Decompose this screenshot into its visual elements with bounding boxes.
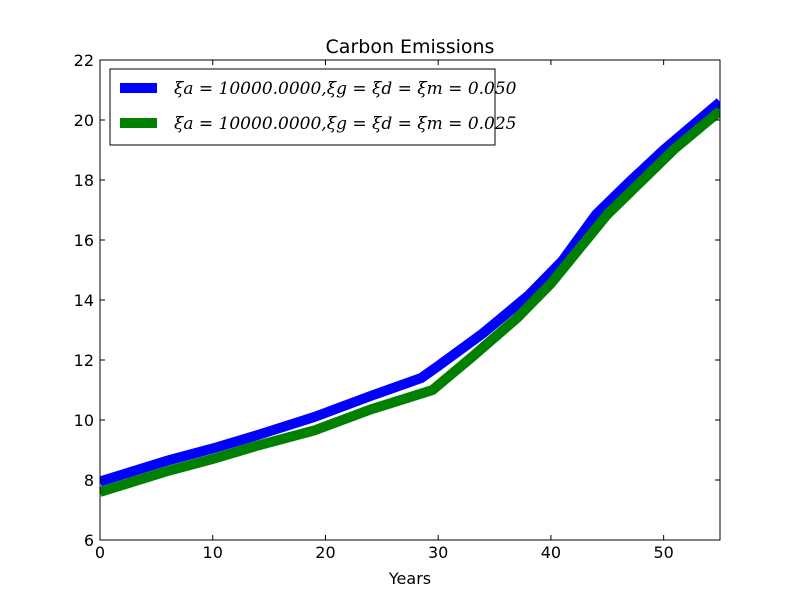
x-tick-label: 30 bbox=[428, 543, 448, 562]
legend-label-2: ξa = 10000.0000,ξg = ξd = ξm = 0.025 bbox=[174, 114, 517, 134]
x-tick-label: 10 bbox=[203, 543, 223, 562]
x-tick-label: 50 bbox=[653, 543, 673, 562]
x-tick-label: 20 bbox=[315, 543, 335, 562]
y-tick-label: 6 bbox=[84, 531, 94, 550]
series-line-1 bbox=[100, 98, 720, 487]
y-axis-ticks: 6 8 10 12 14 16 18 20 22 bbox=[74, 51, 720, 550]
x-axis-label: Years bbox=[388, 569, 431, 588]
series-line-2 bbox=[100, 107, 720, 497]
chart-title: Carbon Emissions bbox=[326, 36, 495, 58]
legend-box bbox=[109, 68, 496, 146]
y-tick-label: 22 bbox=[74, 51, 94, 70]
y-tick-label: 20 bbox=[74, 111, 94, 130]
y-tick-label: 10 bbox=[74, 411, 94, 430]
x-tick-label: 40 bbox=[541, 543, 561, 562]
y-tick-label: 14 bbox=[74, 291, 94, 310]
legend: ξa = 10000.0000,ξg = ξd = ξm = 0.050 ξa =… bbox=[109, 68, 517, 146]
x-tick-label: 0 bbox=[95, 543, 105, 562]
y-tick-label: 8 bbox=[84, 471, 94, 490]
y-tick-label: 12 bbox=[74, 351, 94, 370]
legend-label-1: ξa = 10000.0000,ξg = ξd = ξm = 0.050 bbox=[174, 79, 517, 99]
series-layer bbox=[100, 98, 720, 497]
y-tick-label: 16 bbox=[74, 231, 94, 250]
x-axis-ticks: 0 10 20 30 40 50 bbox=[95, 60, 674, 562]
y-tick-label: 18 bbox=[74, 171, 94, 190]
